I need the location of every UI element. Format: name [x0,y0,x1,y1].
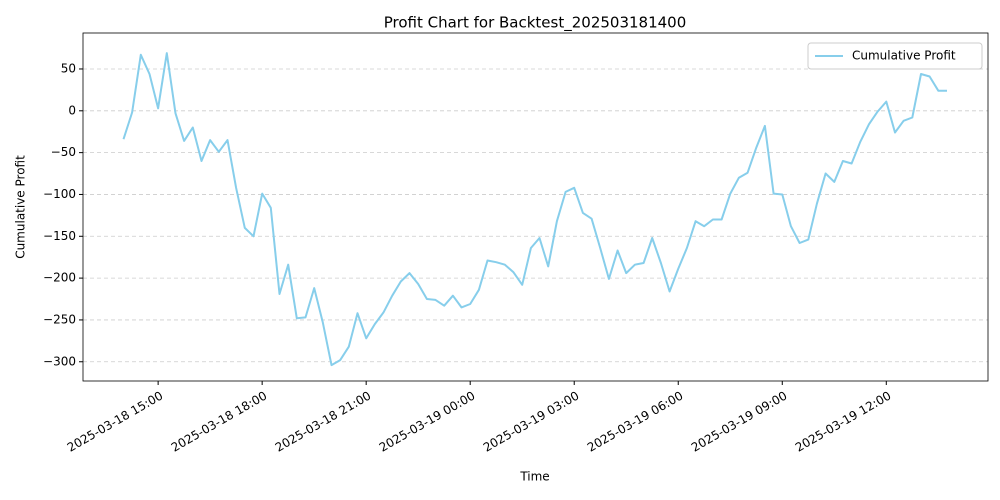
x-axis-label: Time [519,470,549,484]
y-tick-label: −200 [43,271,76,285]
y-tick-label: −250 [43,312,76,326]
x-tick-label: 2025-03-19 12:00 [793,389,894,455]
x-tick-label: 2025-03-19 03:00 [481,389,582,455]
y-tick-label: −300 [43,354,76,368]
x-tick-label: 2025-03-19 09:00 [689,389,790,455]
x-tick-label: 2025-03-18 15:00 [65,389,166,455]
y-tick-label: 0 [68,103,76,117]
legend: Cumulative Profit [807,42,983,70]
x-tick-label: 2025-03-19 06:00 [585,389,686,455]
legend-box [807,42,983,70]
chart-title: Profit Chart for Backtest_202503181400 [384,14,687,33]
y-tick-label: −50 [51,145,76,159]
y-tick-label: −100 [43,187,76,201]
x-tick-label: 2025-03-18 21:00 [273,389,374,455]
legend-label: Cumulative Profit [852,49,956,63]
x-tick-label: 2025-03-19 00:00 [377,389,478,455]
y-tick-label: 50 [61,61,76,75]
y-axis-label: Cumulative Profit [14,155,28,259]
line [122,52,947,367]
plot-frame [82,32,989,382]
x-tick-label: 2025-03-18 18:00 [169,389,270,455]
y-tick-label: −150 [43,229,76,243]
